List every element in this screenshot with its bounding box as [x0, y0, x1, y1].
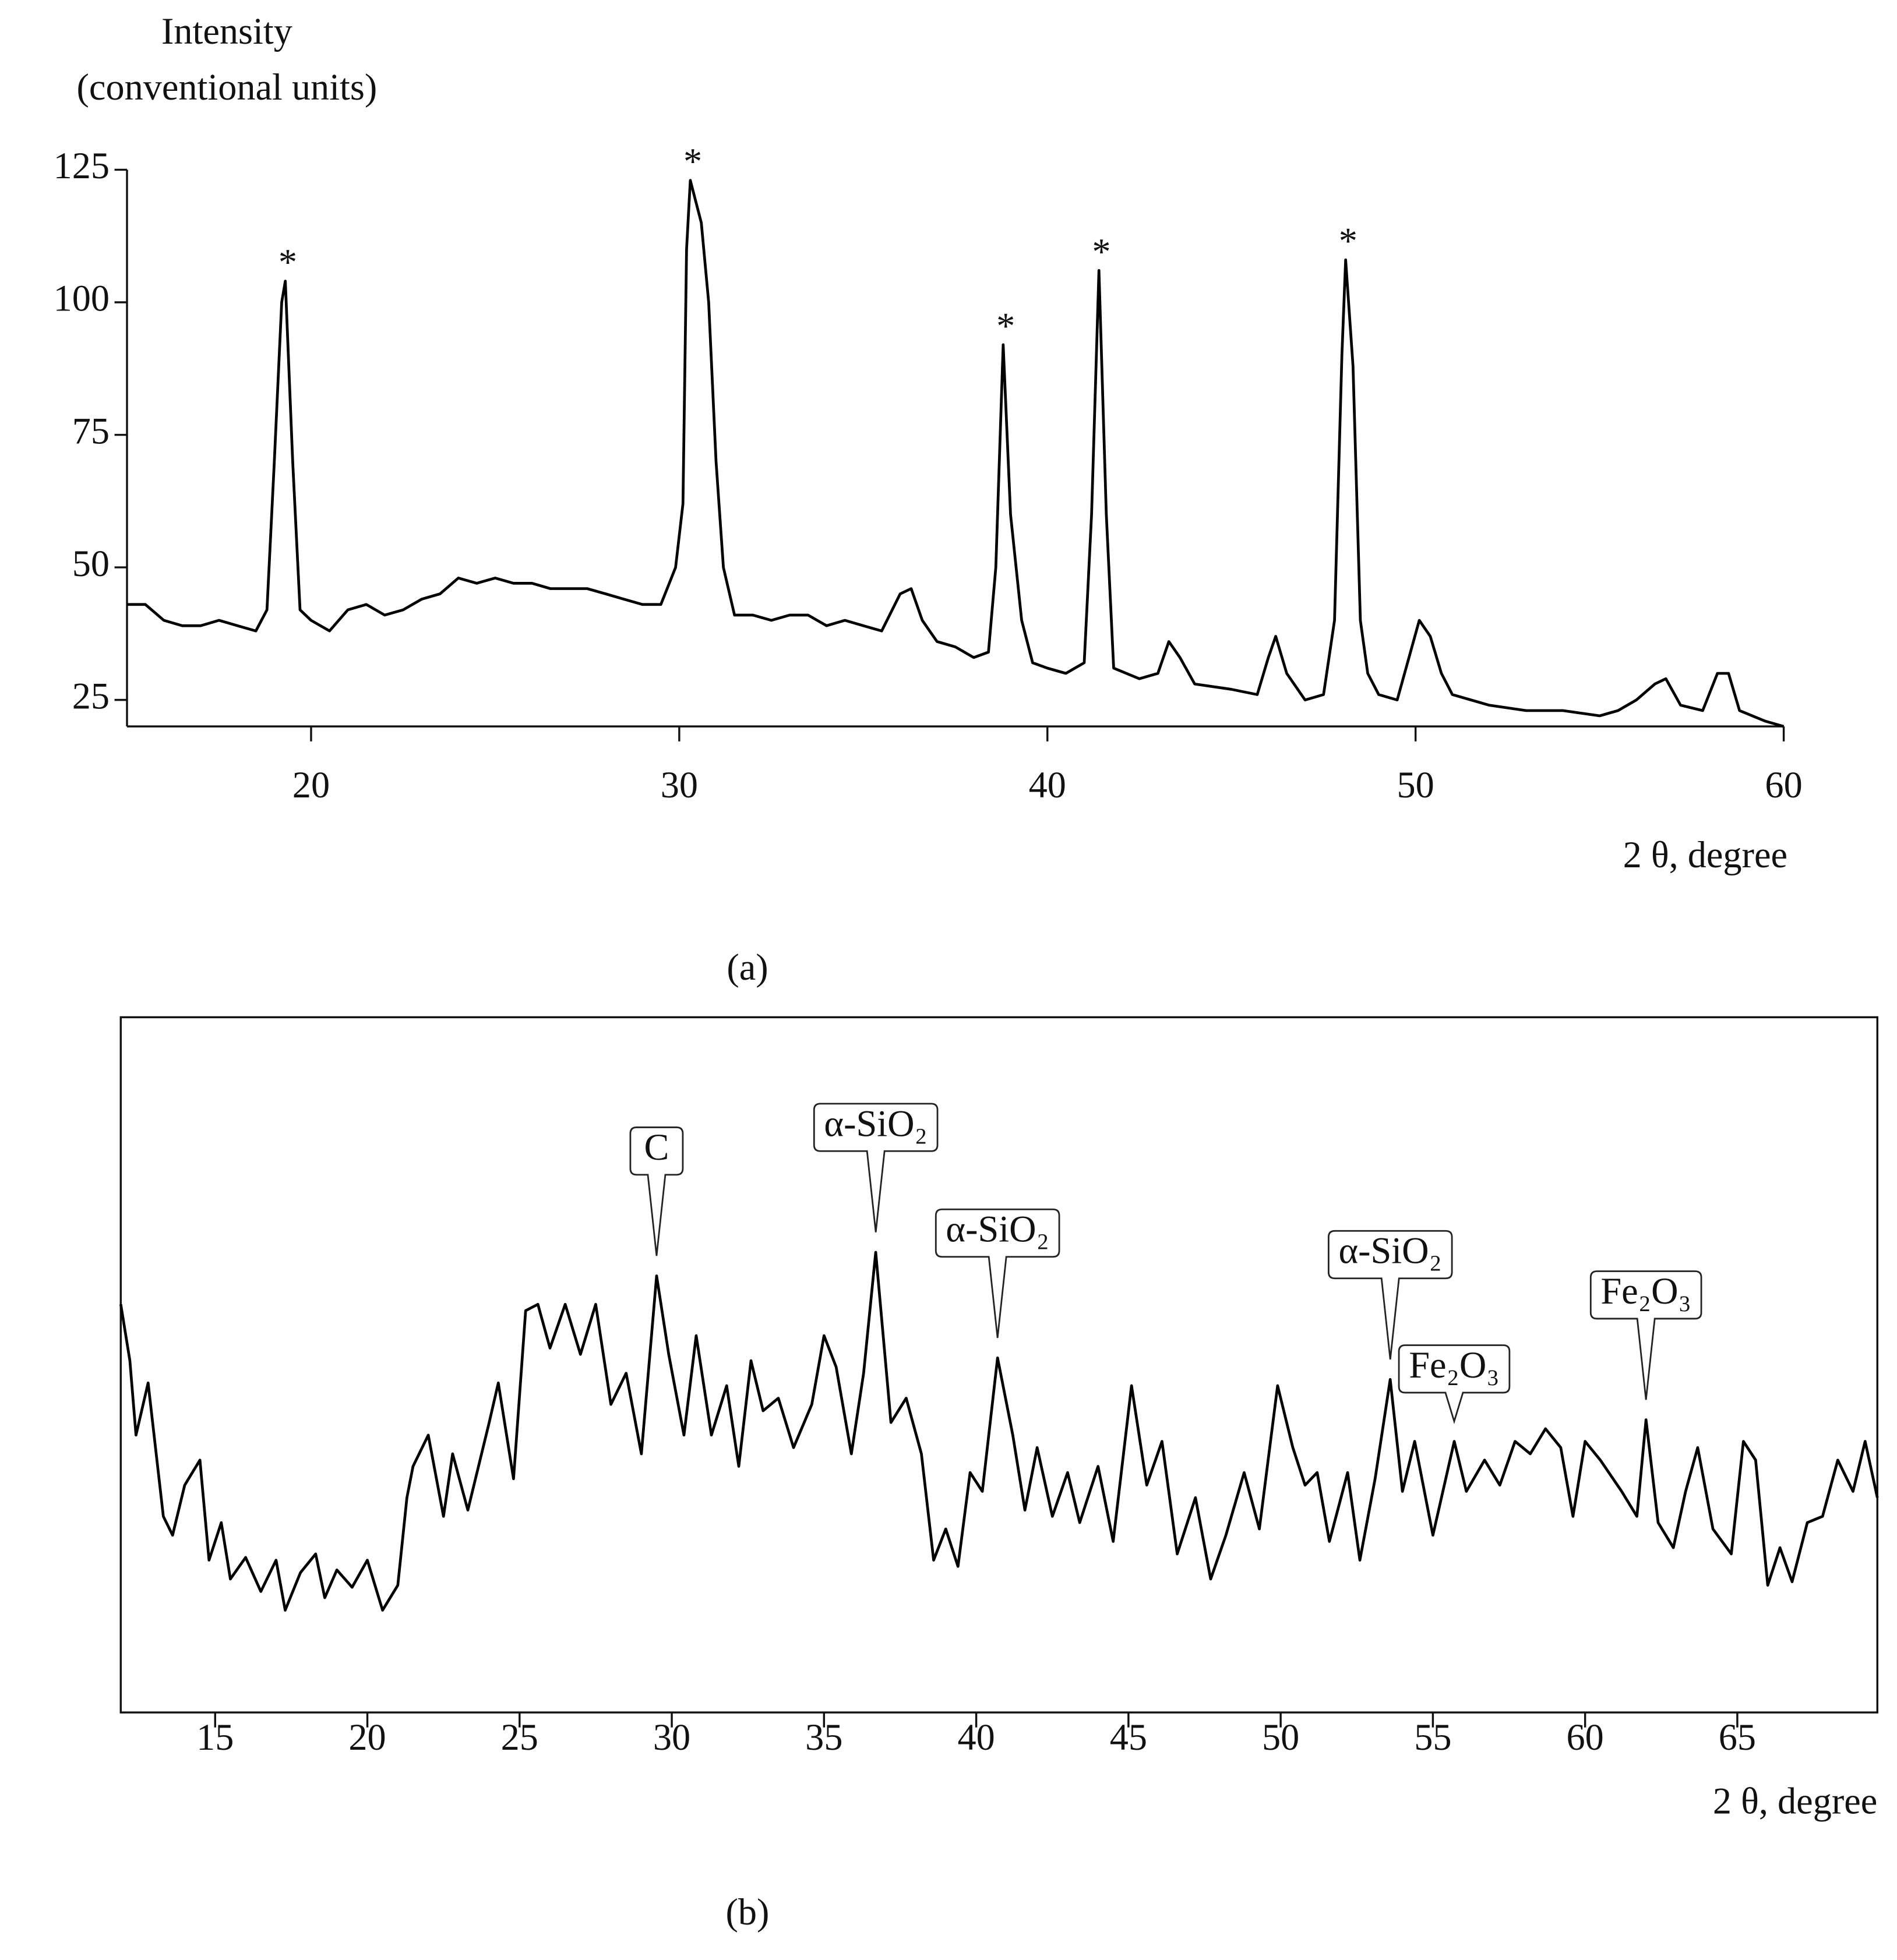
- callout-box: [935, 1208, 1060, 1339]
- x-tick-label: 65: [1719, 1717, 1756, 1758]
- x-tick-label: 60: [1567, 1717, 1604, 1758]
- callout-label: Fe₂O₃: [1600, 1270, 1691, 1312]
- x-tick-label: 20: [348, 1717, 386, 1758]
- callout: Fe₂O₃: [1589, 1270, 1702, 1400]
- callout-box: [813, 1103, 939, 1232]
- callout: α-SiO₂: [1327, 1230, 1453, 1360]
- peak-marker: *: [996, 305, 1015, 347]
- callout-label: α-SiO₂: [824, 1103, 927, 1144]
- x-axis-title: 2 θ, degree: [1623, 834, 1787, 875]
- x-tick-label: 25: [501, 1717, 538, 1758]
- callout-label: α-SiO₂: [946, 1209, 1049, 1250]
- callout-box: [1398, 1344, 1511, 1425]
- callout: C: [629, 1126, 684, 1256]
- callout-label: Fe₂O₃: [1409, 1344, 1500, 1386]
- y-tick-label: 125: [54, 145, 110, 186]
- x-tick-label: 45: [1110, 1717, 1147, 1758]
- peak-marker: *: [683, 141, 702, 182]
- plot-frame: [119, 1016, 1878, 1714]
- peak-marker: *: [1339, 220, 1357, 262]
- x-tick-label: 55: [1414, 1717, 1451, 1758]
- callout-box: [1589, 1270, 1702, 1400]
- x-tick-label: 20: [292, 764, 330, 806]
- y-tick-label: 25: [72, 675, 110, 716]
- x-tick-label: 15: [196, 1717, 234, 1758]
- y-axis-title: (conventional units): [77, 66, 378, 108]
- y-tick-label: 100: [54, 278, 110, 319]
- x-tick-label: 30: [661, 764, 698, 806]
- peak-marker: *: [1092, 231, 1110, 272]
- y-tick-label: 50: [72, 543, 110, 584]
- callout-box: [1327, 1230, 1453, 1360]
- x-tick-label: 30: [653, 1717, 690, 1758]
- x-tick-label: 50: [1262, 1717, 1299, 1758]
- caption: (b): [726, 1891, 770, 1933]
- callout-label: α-SiO₂: [1338, 1230, 1441, 1272]
- data-line: [119, 1251, 1879, 1612]
- callout: α-SiO₂: [813, 1103, 939, 1232]
- y-tick-label: 75: [72, 410, 110, 451]
- caption: (a): [727, 947, 768, 988]
- callout-label: C: [644, 1126, 669, 1168]
- callout-box: [629, 1126, 684, 1256]
- x-tick-label: 40: [957, 1717, 995, 1758]
- peak-marker: *: [278, 242, 297, 283]
- data-line: [127, 179, 1785, 728]
- callout: α-SiO₂: [935, 1208, 1060, 1339]
- x-tick-label: 35: [805, 1717, 842, 1758]
- x-axis-title: 2 θ, degree: [1713, 1780, 1877, 1821]
- y-axis-title: Intensity: [161, 10, 292, 52]
- callout: Fe₂O₃: [1398, 1344, 1511, 1425]
- x-tick-label: 50: [1397, 764, 1434, 806]
- x-tick-label: 40: [1029, 764, 1066, 806]
- x-tick-label: 60: [1765, 764, 1802, 806]
